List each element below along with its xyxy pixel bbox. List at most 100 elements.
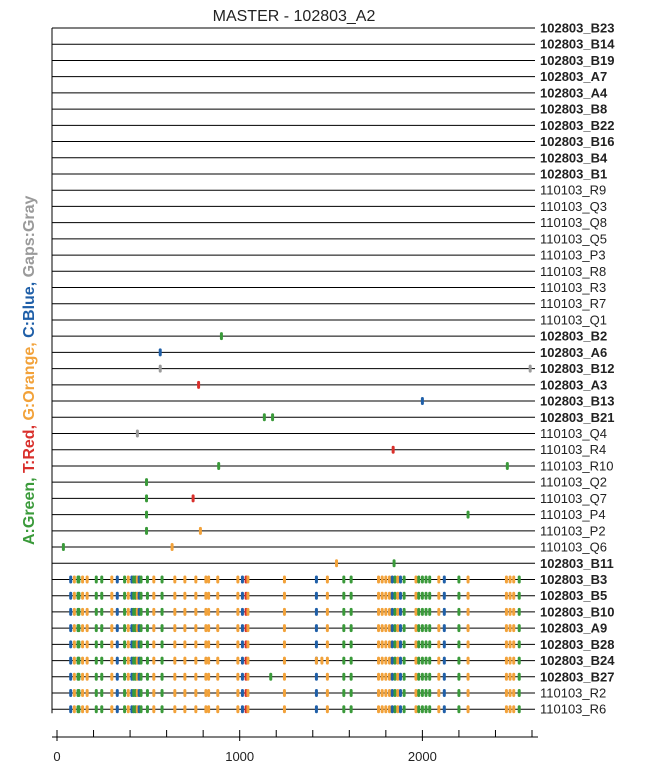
row-label: 110103_Q2 (540, 475, 607, 490)
row-label: 110103_Q4 (540, 426, 607, 441)
base-mark-G (204, 591, 208, 600)
row-label: 110103_R2 (540, 686, 606, 701)
base-mark-G (207, 607, 211, 616)
base-mark-G (414, 656, 418, 665)
base-mark-G (207, 575, 211, 584)
base-mark-A (417, 575, 421, 584)
base-mark-G (384, 705, 388, 714)
base-mark-A (342, 624, 346, 633)
row-label: 110103_R8 (540, 264, 606, 279)
base-mark-G (414, 672, 418, 681)
row-label: 102803_B19 (540, 53, 614, 68)
base-mark-A (349, 591, 353, 600)
base-mark-G (414, 689, 418, 698)
base-mark-G (246, 640, 250, 649)
base-mark-C (115, 591, 119, 600)
row-label: 102803_B21 (540, 410, 614, 425)
base-mark-T (191, 494, 195, 503)
base-mark-A (145, 640, 149, 649)
base-mark-A (428, 656, 432, 665)
base-mark-A (77, 607, 81, 616)
base-mark-A (517, 656, 521, 665)
base-mark-C (390, 705, 394, 714)
base-mark-C (240, 705, 244, 714)
base-mark-G (282, 705, 286, 714)
base-mark-G (380, 656, 384, 665)
base-mark-G (72, 689, 76, 698)
base-mark-A (517, 624, 521, 633)
base-mark-A (342, 640, 346, 649)
base-mark-A (61, 543, 65, 552)
row-label: 110103_R10 (540, 458, 614, 473)
base-mark-G (236, 705, 240, 714)
base-mark-A (457, 575, 461, 584)
base-mark-C (115, 640, 119, 649)
base-mark-G (504, 656, 508, 665)
base-mark-G (170, 543, 174, 552)
base-mark-G (504, 591, 508, 600)
base-mark-A (145, 591, 149, 600)
base-mark-G (110, 624, 114, 633)
base-mark-G (173, 689, 177, 698)
base-mark-G (508, 575, 512, 584)
base-mark-G (512, 624, 516, 633)
base-mark-C (398, 575, 402, 584)
base-mark-G (388, 591, 391, 600)
base-mark-G (194, 689, 198, 698)
base-mark-A (349, 672, 353, 681)
base-mark-G (437, 607, 441, 616)
row-label: 102803_A9 (540, 621, 607, 636)
base-mark-G (110, 640, 114, 649)
base-mark-C (69, 640, 73, 649)
base-mark-G (216, 689, 220, 698)
base-mark-G (152, 607, 156, 616)
base-mark-G (512, 591, 516, 600)
row-label: 110103_R9 (540, 183, 606, 198)
base-mark-G (236, 607, 240, 616)
base-mark-A (420, 575, 424, 584)
base-mark-G (377, 624, 381, 633)
x-axis: 0 1000 2000 (52, 730, 538, 764)
base-mark-G (204, 624, 208, 633)
row-label: 110103_R3 (540, 280, 606, 295)
base-mark-G (236, 591, 240, 600)
row-label: 110103_Q3 (540, 199, 607, 214)
base-mark-G (414, 624, 418, 633)
base-mark-G (152, 624, 156, 633)
base-mark-A (428, 575, 432, 584)
base-mark-C (442, 640, 446, 649)
x-tick-label: 0 (53, 749, 60, 764)
base-mark-G (173, 591, 177, 600)
base-mark-C (69, 624, 73, 633)
base-mark-G (325, 591, 329, 600)
base-mark-C (314, 672, 318, 681)
base-mark-G (512, 656, 516, 665)
base-mark-G (466, 672, 470, 681)
base-mark-G (110, 575, 114, 584)
base-mark-G (380, 672, 384, 681)
base-mark-A (428, 607, 432, 616)
base-mark-G (377, 591, 381, 600)
base-mark-A (100, 624, 104, 633)
base-mark-C (314, 575, 318, 584)
base-mark-G (396, 607, 400, 616)
base-mark-G (207, 689, 211, 698)
base-mark-G (335, 559, 339, 568)
base-mark-G (126, 575, 130, 584)
base-mark-G (173, 656, 177, 665)
base-mark-A (77, 640, 81, 649)
base-mark-A (123, 689, 127, 698)
base-mark-G (388, 672, 391, 681)
alignment-rows: 102803_B23102803_B14102803_B19102803_A71… (51, 21, 615, 717)
row-label: 102803_B11 (540, 556, 614, 571)
base-mark-A (420, 705, 424, 714)
base-mark-G (508, 624, 512, 633)
base-mark-G (204, 672, 208, 681)
base-mark-A (417, 624, 421, 633)
base-mark-A (417, 591, 421, 600)
base-mark-A (349, 607, 353, 616)
base-mark-G (183, 705, 187, 714)
base-mark-A (94, 705, 98, 714)
base-mark-A (123, 575, 127, 584)
base-mark-G (183, 640, 187, 649)
